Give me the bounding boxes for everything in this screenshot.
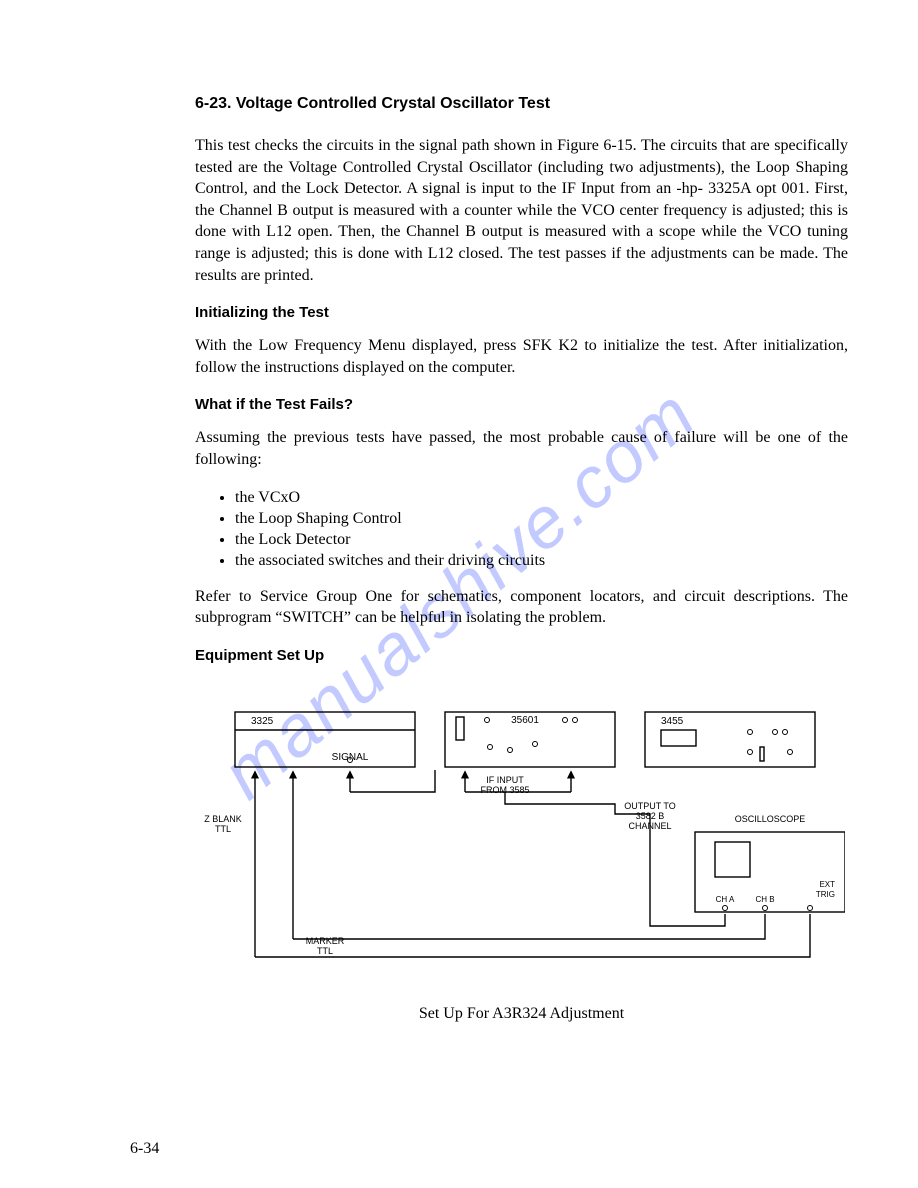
equipment-svg: 3325SIGNAL356013455OSCILLOSCOPECH ACH BE… <box>195 692 845 982</box>
svg-text:3325: 3325 <box>251 716 274 727</box>
svg-text:3455: 3455 <box>661 716 684 727</box>
subheading-init: Initializing the Test <box>195 304 848 321</box>
svg-text:OSCILLOSCOPE: OSCILLOSCOPE <box>735 814 806 824</box>
equipment-diagram: 3325SIGNAL356013455OSCILLOSCOPECH ACH BE… <box>195 692 848 987</box>
list-item: the VCxO <box>235 489 848 507</box>
fail-causes-list: the VCxO the Loop Shaping Control the Lo… <box>195 489 848 570</box>
svg-text:FROM 3585: FROM 3585 <box>480 785 529 795</box>
subheading-equip: Equipment Set Up <box>195 647 848 664</box>
fails-footer: Refer to Service Group One for schematic… <box>195 586 848 629</box>
svg-text:CHANNEL: CHANNEL <box>628 821 671 831</box>
svg-text:TTL: TTL <box>317 946 333 956</box>
section-heading: 6-23. Voltage Controlled Crystal Oscilla… <box>195 95 848 113</box>
svg-text:3582 B: 3582 B <box>636 811 665 821</box>
page-number: 6-34 <box>130 1140 159 1158</box>
svg-text:CH A: CH A <box>716 895 735 904</box>
svg-text:OUTPUT TO: OUTPUT TO <box>624 801 676 811</box>
svg-text:TRIG: TRIG <box>816 890 835 899</box>
svg-text:CH B: CH B <box>755 895 774 904</box>
list-item: the associated switches and their drivin… <box>235 552 848 570</box>
subheading-fails: What if the Test Fails? <box>195 396 848 413</box>
fails-paragraph: Assuming the previous tests have passed,… <box>195 427 848 470</box>
init-paragraph: With the Low Frequency Menu displayed, p… <box>195 335 848 378</box>
svg-text:Z BLANK: Z BLANK <box>204 814 242 824</box>
svg-text:MARKER: MARKER <box>306 936 345 946</box>
figure-caption: Set Up For A3R324 Adjustment <box>195 1005 848 1023</box>
svg-text:IF INPUT: IF INPUT <box>486 775 524 785</box>
svg-text:35601: 35601 <box>511 715 539 726</box>
list-item: the Loop Shaping Control <box>235 510 848 528</box>
list-item: the Lock Detector <box>235 531 848 549</box>
svg-text:TTL: TTL <box>215 824 231 834</box>
page-content: 6-23. Voltage Controlled Crystal Oscilla… <box>0 0 918 1063</box>
intro-paragraph: This test checks the circuits in the sig… <box>195 135 848 286</box>
svg-text:EXT: EXT <box>819 880 835 889</box>
